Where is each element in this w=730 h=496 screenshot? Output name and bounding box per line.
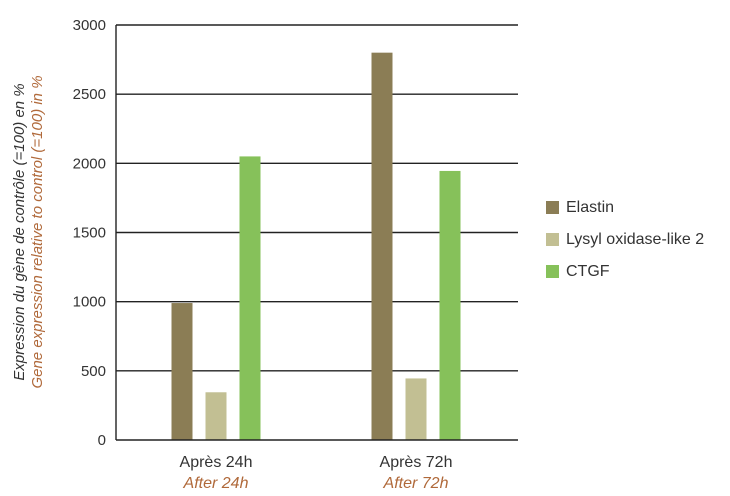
legend-label: Elastin xyxy=(566,199,614,216)
legend-label: Lysyl oxidase-like 2 xyxy=(566,231,704,248)
bar-lysyl-oxidase-like-2-2 xyxy=(405,378,427,440)
legend-swatch xyxy=(546,201,559,214)
y-tick-label: 0 xyxy=(98,432,106,449)
y-tick-label: 500 xyxy=(81,363,106,380)
bar-elastin-1 xyxy=(171,303,193,440)
x-category-label-english: After 72h xyxy=(383,475,449,492)
y-tick-label: 1000 xyxy=(73,294,106,311)
x-category-label: Après 72h xyxy=(380,454,453,471)
y-tick-label: 1500 xyxy=(73,225,106,242)
y-axis-label-english: Gene expression relative to control (=10… xyxy=(29,75,46,388)
y-tick-label: 2500 xyxy=(73,86,106,103)
legend-label: CTGF xyxy=(566,263,610,280)
y-tick-label: 2000 xyxy=(73,155,106,172)
x-category-labels: Après 24h After 24h Après 72h After 72h xyxy=(180,454,453,492)
x-category-label-english: After 24h xyxy=(183,475,249,492)
y-axis-label-french: Expression du gène de contrôle (=100) en… xyxy=(11,83,28,380)
bar-elastin-2 xyxy=(371,52,393,441)
legend: Elastin Lysyl oxidase-like 2 CTGF xyxy=(546,199,704,280)
bar-lysyl-oxidase-like-2-1 xyxy=(205,392,227,440)
legend-swatch xyxy=(546,233,559,246)
y-tick-label: 3000 xyxy=(73,17,106,34)
bar-ctgf-1 xyxy=(239,156,261,440)
bars xyxy=(171,52,461,441)
y-tick-labels: 0 500 1000 1500 2000 2500 3000 xyxy=(73,17,106,449)
legend-swatch xyxy=(546,265,559,278)
bar-ctgf-2 xyxy=(439,170,461,441)
x-category-label: Après 24h xyxy=(180,454,253,471)
